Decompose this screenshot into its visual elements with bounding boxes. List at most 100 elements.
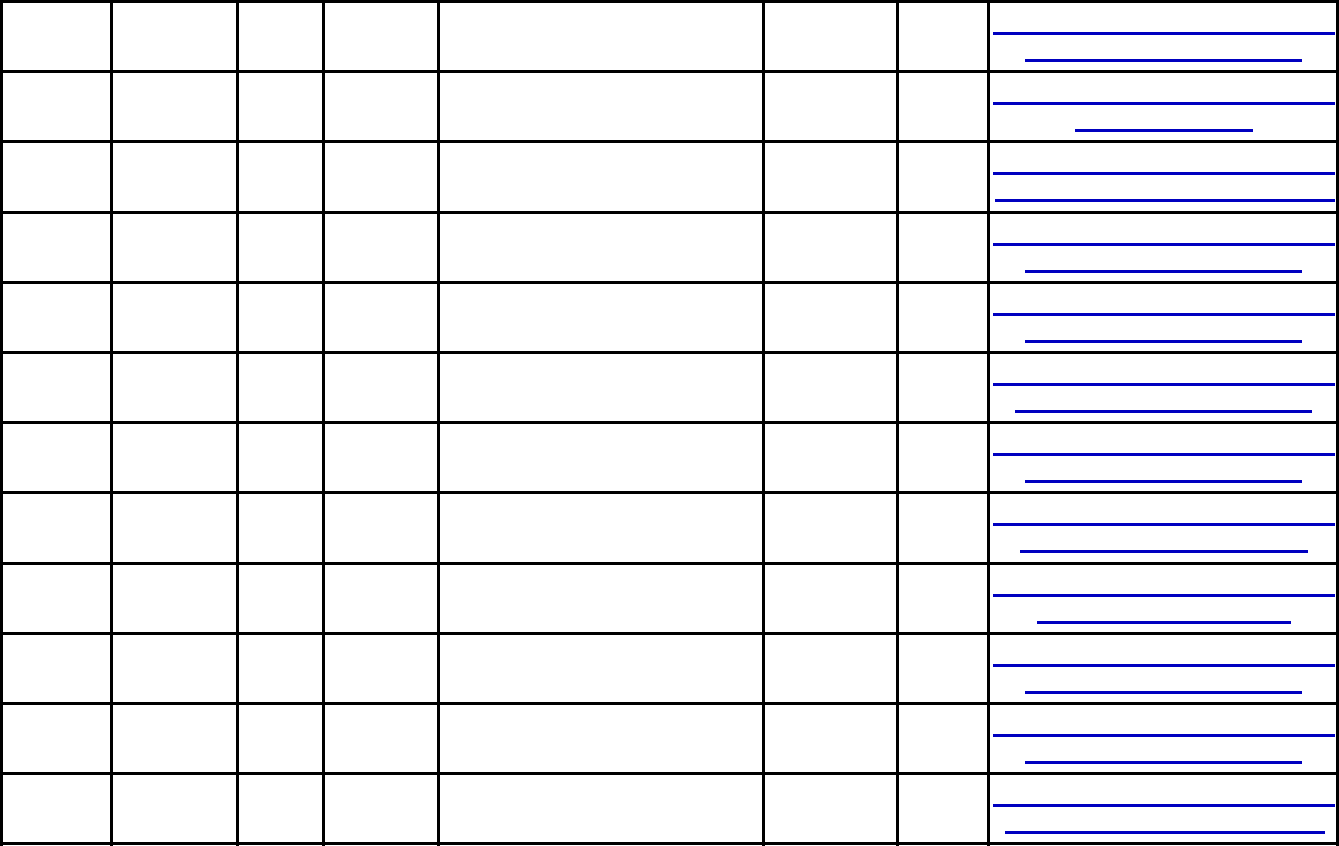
table-cell — [110, 211, 236, 281]
row-divider — [0, 562, 1339, 565]
table-cell — [236, 211, 322, 281]
table-cell — [762, 421, 896, 491]
link-underline[interactable] — [993, 312, 1335, 316]
table-cell — [437, 491, 762, 561]
table-cell — [896, 772, 987, 842]
row-divider — [0, 281, 1339, 284]
table-cell — [762, 491, 896, 561]
link-underline[interactable] — [1015, 410, 1312, 413]
table-cell — [0, 0, 110, 70]
link-underline[interactable] — [1025, 690, 1302, 694]
link-underline[interactable] — [993, 172, 1335, 176]
table-cell — [437, 211, 762, 281]
table-cell — [896, 421, 987, 491]
table-cell — [437, 632, 762, 702]
table-cell — [322, 211, 437, 281]
table-cell — [896, 632, 987, 702]
table-cell — [236, 772, 322, 842]
link-underline[interactable] — [1025, 480, 1302, 484]
table-cell — [762, 772, 896, 842]
table-cell — [437, 281, 762, 351]
row-divider — [0, 632, 1339, 635]
link-underline[interactable] — [1025, 59, 1302, 62]
row-divider — [0, 842, 1339, 845]
table-cell — [896, 491, 987, 561]
link-underline[interactable] — [995, 199, 1335, 203]
table-cell — [762, 702, 896, 772]
table-cell — [322, 0, 437, 70]
table-cell — [896, 211, 987, 281]
table-cell — [437, 140, 762, 210]
table-cell — [0, 281, 110, 351]
link-underline[interactable] — [993, 102, 1335, 106]
table-cell — [896, 140, 987, 210]
table-cell — [236, 562, 322, 632]
table-cell — [110, 491, 236, 561]
column-divider — [110, 0, 113, 846]
link-underline[interactable] — [1037, 620, 1291, 624]
table-cell — [110, 421, 236, 491]
link-underline[interactable] — [993, 523, 1335, 527]
table-cell — [762, 632, 896, 702]
table-cell — [110, 70, 236, 140]
table-cell — [762, 211, 896, 281]
table-cell — [322, 491, 437, 561]
table-cell — [0, 491, 110, 561]
table-cell — [437, 351, 762, 421]
table-cell — [322, 351, 437, 421]
link-underline[interactable] — [1005, 831, 1325, 835]
link-underline[interactable] — [993, 663, 1335, 667]
table-cell — [0, 421, 110, 491]
link-underline[interactable] — [1025, 339, 1302, 343]
column-divider — [236, 0, 239, 846]
column-divider — [437, 0, 440, 846]
table-cell — [236, 421, 322, 491]
link-underline[interactable] — [1075, 129, 1253, 133]
table-cell — [322, 281, 437, 351]
row-divider — [0, 0, 1339, 3]
table-cell — [322, 140, 437, 210]
table-cell — [762, 140, 896, 210]
table-cell — [896, 351, 987, 421]
table-cell — [110, 772, 236, 842]
table-cell — [236, 351, 322, 421]
table-cell — [0, 70, 110, 140]
table-cell — [236, 140, 322, 210]
table-cell — [0, 702, 110, 772]
table-cell — [236, 281, 322, 351]
link-underline[interactable] — [993, 383, 1335, 386]
link-underline[interactable] — [1020, 550, 1308, 554]
link-underline[interactable] — [1025, 269, 1302, 273]
row-divider — [0, 70, 1339, 73]
row-divider — [0, 491, 1339, 494]
link-underline[interactable] — [993, 734, 1335, 737]
link-underline[interactable] — [993, 242, 1335, 246]
table-cell — [110, 562, 236, 632]
link-underline[interactable] — [993, 804, 1335, 808]
table-cell — [762, 70, 896, 140]
table-cell — [322, 562, 437, 632]
table-cell — [0, 562, 110, 632]
column-divider — [1336, 0, 1339, 846]
link-underline[interactable] — [993, 453, 1335, 457]
table-cell — [236, 702, 322, 772]
column-divider — [987, 0, 990, 846]
link-underline[interactable] — [993, 32, 1335, 35]
link-underline[interactable] — [993, 593, 1335, 597]
table-cell — [0, 140, 110, 210]
table-cell — [236, 70, 322, 140]
table-cell — [896, 70, 987, 140]
row-divider — [0, 702, 1339, 705]
link-underline[interactable] — [1025, 761, 1302, 764]
table-cell — [896, 0, 987, 70]
table-cell — [110, 351, 236, 421]
table-cell — [437, 0, 762, 70]
column-divider — [0, 0, 3, 846]
table-cell — [322, 772, 437, 842]
table-cell — [236, 491, 322, 561]
table-cell — [762, 0, 896, 70]
column-divider — [762, 0, 765, 846]
table-cell — [236, 632, 322, 702]
table-cell — [322, 632, 437, 702]
